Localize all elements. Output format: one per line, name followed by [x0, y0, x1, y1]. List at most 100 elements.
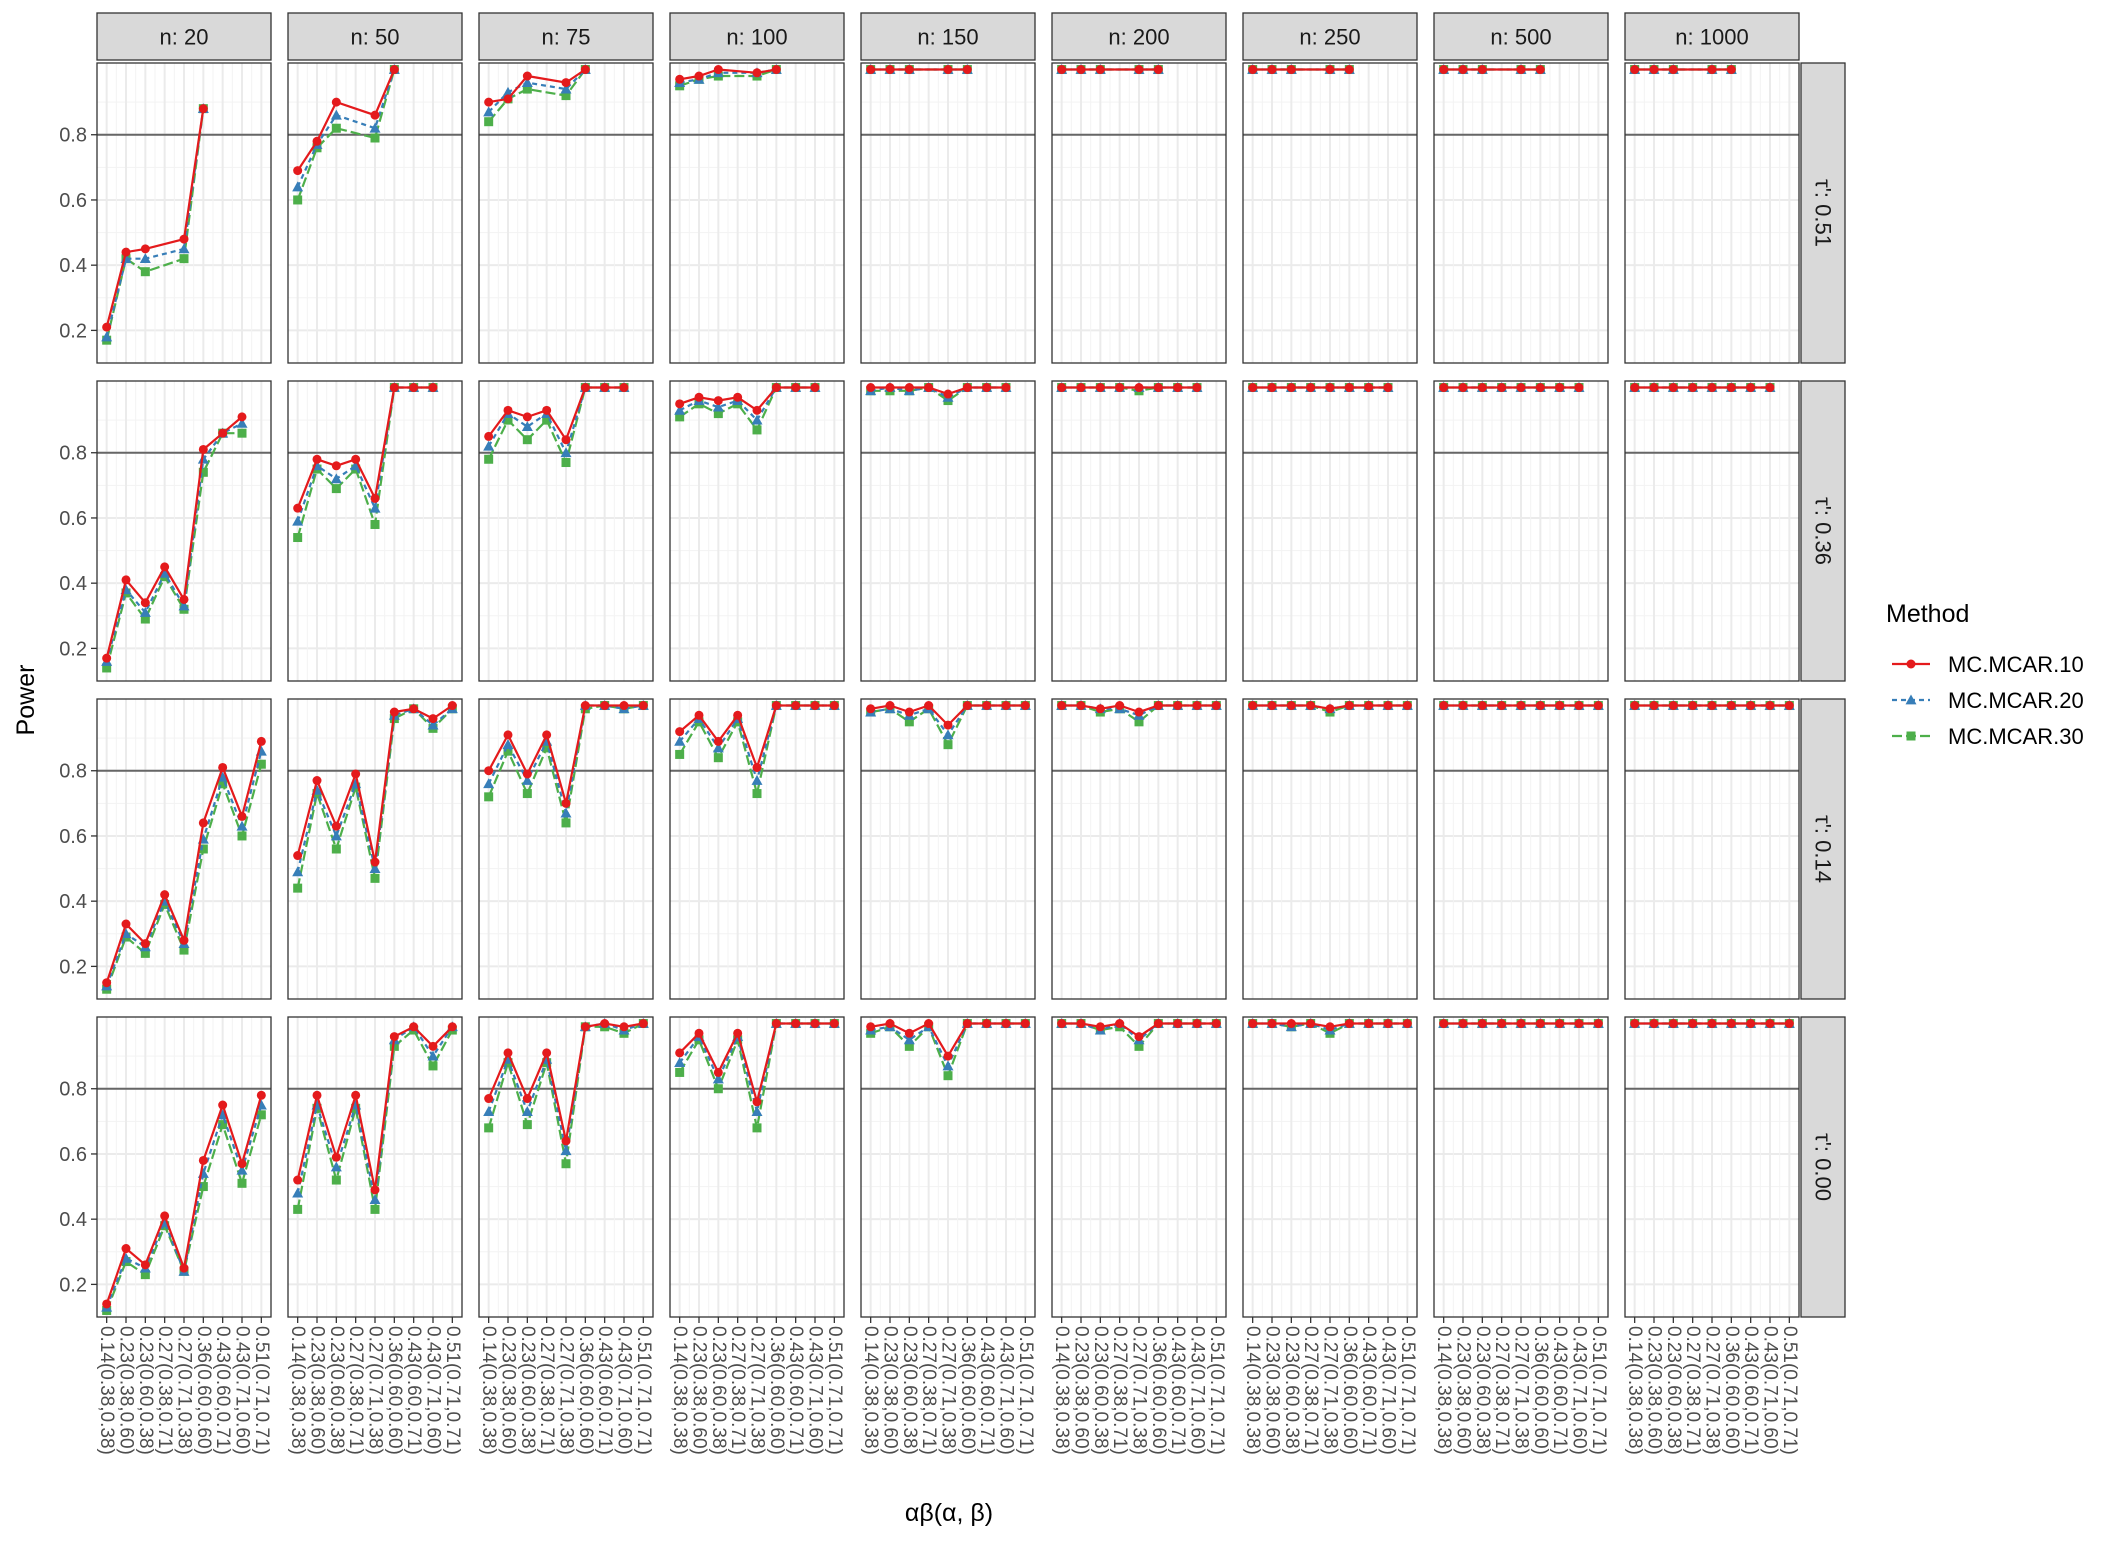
data-point [292, 1187, 304, 1198]
data-point [389, 383, 399, 393]
data-point [1134, 707, 1144, 717]
data-point [752, 1097, 762, 1107]
x-tick-label: 0.23(0.38,0.60) [1262, 1326, 1283, 1455]
data-point [102, 663, 112, 673]
data-point [733, 392, 743, 402]
panel-border [287, 62, 463, 364]
data-point [810, 1019, 820, 1029]
data-point [1325, 383, 1335, 393]
data-point [521, 421, 533, 432]
data-point [140, 614, 150, 624]
y-tick-label: 0.8 [59, 1079, 87, 1101]
x-tick-label: 0.23(0.38,0.60) [689, 1326, 710, 1455]
x-tick-label: 0.43(0.60,0.71) [785, 1326, 806, 1455]
y-tick-label: 0.6 [59, 826, 87, 848]
data-point [1516, 65, 1526, 75]
data-point [1707, 701, 1717, 711]
data-point [713, 1084, 723, 1094]
data-point [484, 792, 494, 802]
data-point [409, 1022, 419, 1032]
data-point [829, 1019, 839, 1029]
data-point [1286, 65, 1296, 75]
x-tick-label: 0.36(0.60,0.60) [1148, 1326, 1169, 1455]
data-point [943, 740, 953, 750]
data-point [675, 1048, 685, 1058]
data-point [1001, 1019, 1011, 1029]
col-strip [669, 12, 845, 61]
data-point [674, 1057, 686, 1068]
data-point [351, 454, 361, 464]
data-point [484, 766, 494, 776]
data-point [1115, 383, 1125, 393]
col-strip-label: n: 200 [1108, 25, 1169, 50]
data-point [561, 78, 571, 88]
data-point [1458, 383, 1468, 393]
data-point [121, 1244, 131, 1254]
data-point [1153, 383, 1163, 393]
data-point [1076, 383, 1086, 393]
data-point [1555, 701, 1565, 711]
data-point [293, 195, 303, 205]
data-point [330, 830, 342, 841]
data-point [1765, 701, 1775, 711]
legend-label: MC.MCAR.20 [1948, 688, 2084, 713]
data-point [542, 415, 552, 425]
y-tick-label: 0.2 [59, 320, 87, 342]
data-point [331, 844, 341, 854]
data-point [198, 844, 208, 854]
data-point [179, 1263, 189, 1273]
x-tick-label: 0.36(0.60,0.60) [957, 1326, 978, 1455]
x-tick-label: 0.36(0.60,0.60) [575, 1326, 596, 1455]
data-point [713, 65, 723, 75]
series-line [296, 707, 454, 873]
data-point [1439, 701, 1449, 711]
data-point [638, 701, 648, 711]
panel-border [1051, 62, 1227, 364]
data-point [293, 1175, 303, 1185]
data-point [292, 866, 304, 877]
data-point [752, 1123, 762, 1133]
data-point [1477, 65, 1487, 75]
data-point [1134, 1041, 1144, 1051]
panel-border [96, 380, 272, 682]
data-point [1630, 383, 1640, 393]
data-point [237, 428, 247, 438]
x-tick-label: 0.27(0.38,0.71) [1491, 1326, 1512, 1455]
data-point [943, 389, 953, 399]
data-point [1286, 1019, 1296, 1029]
data-point [236, 417, 248, 428]
x-tick-label: 0.27(0.38,0.71) [1682, 1326, 1703, 1455]
data-point [1630, 701, 1640, 711]
x-tick-label: 0.43(0.71,0.60) [614, 1326, 635, 1455]
data-point [101, 331, 113, 342]
data-point [503, 730, 513, 740]
data-point [751, 775, 763, 785]
data-point [1593, 701, 1603, 711]
row-strip-label: τ': 0.51 [1811, 179, 1836, 247]
col-strip [1242, 12, 1418, 61]
data-point [1535, 1019, 1545, 1029]
col-strip-label: n: 1000 [1675, 25, 1748, 50]
data-point [982, 1019, 992, 1029]
y-tick-label: 0.4 [59, 1209, 87, 1231]
data-point [370, 857, 380, 867]
data-point [542, 743, 552, 753]
data-point [1746, 383, 1756, 393]
data-point [1325, 65, 1335, 75]
data-point [179, 945, 189, 955]
data-point [140, 948, 150, 958]
data-point [389, 65, 399, 75]
data-point [140, 1270, 150, 1280]
data-point [866, 65, 876, 75]
row-strip [1800, 380, 1846, 682]
data-point [1784, 1019, 1794, 1029]
data-point [369, 863, 381, 873]
data-point [369, 1194, 381, 1205]
x-tick-label: 0.27(0.38,0.71) [536, 1326, 557, 1455]
x-tick-label: 0.36(0.60,0.60) [1721, 1326, 1742, 1455]
data-point [829, 701, 839, 711]
data-point [1267, 1019, 1277, 1029]
x-tick-label: 0.51(0.71,0.71) [1588, 1326, 1609, 1455]
panel-border [1242, 62, 1418, 364]
data-point [121, 919, 131, 929]
